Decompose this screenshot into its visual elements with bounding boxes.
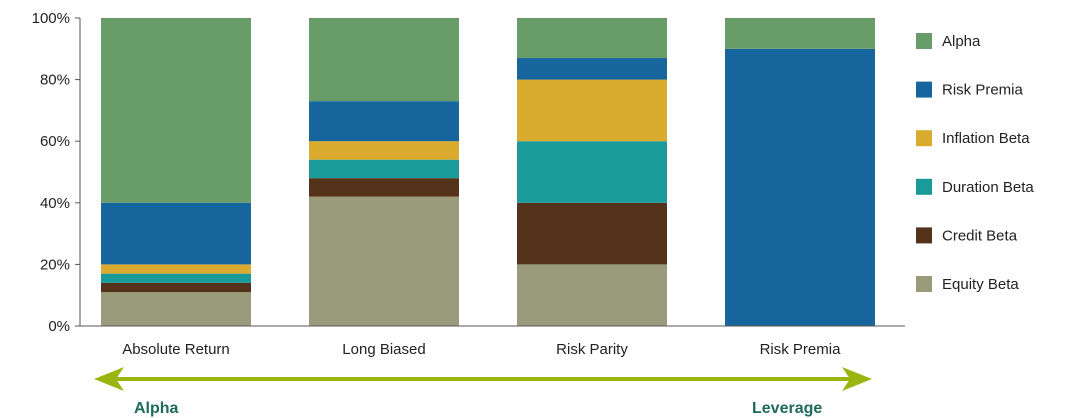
bars-layer — [101, 18, 875, 327]
bar-segment-duration-beta-3 — [517, 141, 667, 203]
legend-label: Equity Beta — [942, 276, 1019, 293]
y-tick-label: 0% — [48, 318, 70, 335]
legend-swatch-equity-beta — [916, 276, 932, 292]
bar-segment-inflation-beta-3 — [517, 79, 667, 142]
bar-segment-duration-beta-1 — [101, 273, 251, 283]
bar-segment-equity-beta-2 — [309, 196, 459, 326]
bar-segment-inflation-beta-2 — [309, 141, 459, 160]
bar-segment-alpha-4 — [725, 18, 875, 49]
arrow-label-right: Leverage — [752, 400, 822, 417]
bar-segment-credit-beta-1 — [101, 282, 251, 293]
bar-segment-alpha-1 — [101, 18, 251, 203]
legend-swatch-risk-premia — [916, 81, 932, 98]
bar-segment-alpha-2 — [309, 18, 459, 102]
y-tick-label: 60% — [40, 133, 70, 150]
legend-label: Risk Premia — [942, 82, 1024, 99]
bar-segment-risk-premia-2 — [309, 101, 459, 142]
bar-segment-credit-beta-3 — [517, 202, 667, 265]
legend: Alpha Risk Premia Inflation Beta Duration B… — [916, 33, 1034, 293]
y-tick-label: 100% — [32, 10, 70, 27]
bar-segment-duration-beta-2 — [309, 159, 459, 179]
bar-segment-credit-beta-2 — [309, 178, 459, 197]
legend-label: Alpha — [942, 33, 981, 50]
y-tick-label: 20% — [40, 256, 70, 273]
alpha-leverage-arrow: Alpha Leverage — [94, 367, 872, 417]
arrow-head-left — [94, 367, 124, 391]
bar-segment-risk-premia-3 — [517, 58, 667, 80]
bar-segment-alpha-3 — [517, 18, 667, 59]
bar-segment-equity-beta-3 — [517, 264, 667, 326]
legend-swatch-alpha — [916, 33, 932, 49]
arrow-head-right — [842, 367, 872, 391]
y-tick-label: 40% — [40, 195, 70, 212]
legend-label: Inflation Beta — [942, 130, 1030, 147]
y-tick-label: 80% — [40, 72, 70, 89]
axes-layer: 0% 20% 40% 60% 80% 100% Absolute Return Long Bi… — [32, 10, 905, 358]
bar-segment-risk-premia-4 — [725, 48, 875, 327]
legend-swatch-inflation-beta — [916, 130, 932, 147]
x-category-label: Long Biased — [342, 341, 425, 358]
bar-segment-equity-beta-1 — [101, 292, 251, 326]
x-category-label: Absolute Return — [122, 341, 230, 358]
x-category-label: Risk Parity — [556, 341, 628, 358]
legend-label: Credit Beta — [942, 227, 1018, 244]
arrow-label-left: Alpha — [134, 400, 179, 417]
bar-segment-inflation-beta-1 — [101, 264, 251, 274]
legend-swatch-credit-beta — [916, 227, 932, 244]
legend-label: Duration Beta — [942, 179, 1034, 196]
bar-segment-risk-premia-1 — [101, 202, 251, 265]
x-category-label: Risk Premia — [760, 341, 842, 358]
legend-swatch-duration-beta — [916, 178, 932, 195]
